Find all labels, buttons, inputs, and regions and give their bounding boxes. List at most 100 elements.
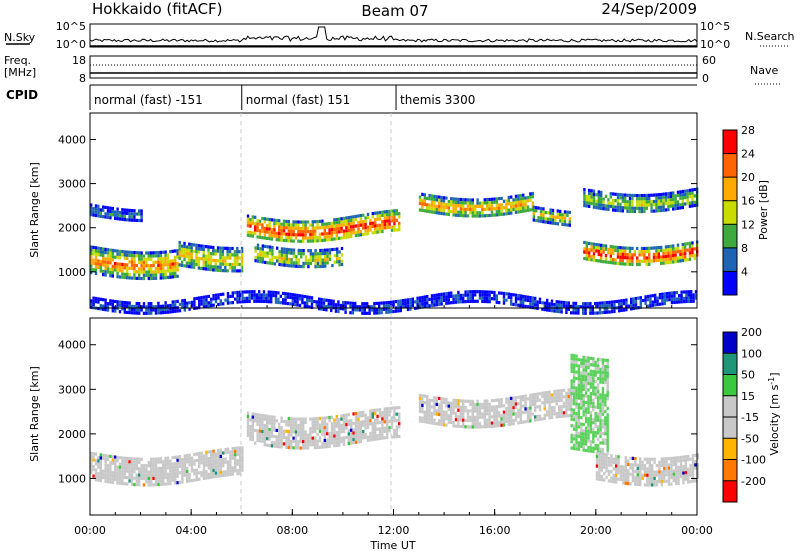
echo-cell bbox=[152, 460, 155, 464]
cpid-segment-label: normal (fast) -151 bbox=[94, 93, 203, 107]
echo-cell bbox=[166, 459, 170, 463]
echo-cell bbox=[447, 420, 450, 424]
echo-cell bbox=[684, 471, 687, 475]
echo-cell bbox=[290, 446, 293, 450]
echo-cell bbox=[654, 303, 657, 307]
echo-cell bbox=[398, 412, 401, 416]
echo-cell bbox=[435, 299, 438, 304]
echo-cell bbox=[624, 196, 627, 200]
echo-cell bbox=[483, 421, 486, 426]
echo-cell bbox=[366, 425, 370, 430]
echo-cell bbox=[123, 266, 126, 270]
echo-cell bbox=[598, 455, 601, 459]
echo-cell bbox=[186, 470, 189, 474]
echo-cell bbox=[587, 430, 590, 434]
echo-cell bbox=[261, 226, 264, 230]
echo-cell bbox=[376, 427, 379, 431]
echo-cell bbox=[433, 297, 436, 301]
echo-cell bbox=[264, 251, 267, 255]
echo-cell bbox=[639, 460, 642, 464]
echo-cell bbox=[310, 296, 314, 300]
echo-cell bbox=[99, 462, 102, 467]
echo-cell bbox=[128, 212, 131, 216]
echo-cell bbox=[224, 269, 227, 273]
echo-cell bbox=[254, 246, 257, 250]
echo-cell bbox=[381, 229, 384, 233]
echo-cell bbox=[374, 424, 377, 428]
echo-cell bbox=[694, 479, 697, 483]
echo-cell bbox=[130, 263, 134, 267]
echo-cell bbox=[577, 422, 581, 426]
echo-cell bbox=[303, 301, 306, 305]
echo-cell bbox=[370, 308, 374, 312]
echo-cell bbox=[94, 268, 98, 272]
echo-cell bbox=[390, 225, 394, 229]
echo-cell bbox=[301, 294, 304, 298]
echo-cell bbox=[97, 265, 100, 269]
echo-cell bbox=[580, 422, 583, 426]
echo-cell bbox=[226, 301, 230, 305]
echo-cell bbox=[464, 201, 467, 205]
time-axis-label: Time UT bbox=[369, 539, 415, 552]
echo-cell bbox=[653, 483, 656, 487]
echo-cell bbox=[541, 301, 544, 305]
echo-cell bbox=[147, 264, 150, 268]
echo-cell bbox=[386, 435, 389, 440]
echo-cell bbox=[240, 266, 244, 270]
echo-cell bbox=[217, 452, 220, 456]
echo-cell bbox=[150, 467, 153, 471]
echo-cell bbox=[440, 416, 443, 420]
echo-cell bbox=[686, 189, 689, 193]
echo-cell bbox=[381, 417, 384, 421]
echo-cell bbox=[452, 421, 455, 425]
echo-cell bbox=[643, 467, 647, 471]
echo-cell bbox=[352, 215, 355, 219]
echo-cell bbox=[613, 303, 616, 307]
echo-cell bbox=[594, 360, 597, 364]
echo-cell bbox=[428, 417, 431, 421]
echo-cell bbox=[609, 257, 612, 261]
echo-cell bbox=[94, 252, 98, 256]
echo-cell bbox=[290, 423, 293, 427]
echo-cell bbox=[330, 431, 334, 435]
echo-cell bbox=[423, 209, 426, 213]
echo-cell bbox=[104, 257, 107, 261]
echo-cell bbox=[304, 258, 308, 262]
echo-cell bbox=[672, 260, 675, 264]
echo-cell bbox=[560, 408, 563, 412]
echo-cell bbox=[676, 250, 680, 254]
echo-cell bbox=[94, 207, 98, 211]
echo-cell bbox=[607, 479, 611, 483]
echo-cell bbox=[162, 463, 165, 467]
echo-cell bbox=[359, 220, 362, 224]
echo-cell bbox=[622, 465, 625, 469]
echo-cell bbox=[383, 213, 386, 217]
echo-cell bbox=[169, 478, 172, 482]
echo-cell bbox=[567, 388, 570, 392]
echo-cell bbox=[676, 200, 680, 204]
echo-cell bbox=[316, 417, 319, 421]
echo-cell bbox=[589, 417, 593, 421]
echo-cell bbox=[691, 194, 694, 198]
echo-cell bbox=[114, 216, 117, 220]
echo-cell bbox=[474, 403, 477, 407]
echo-cell bbox=[636, 194, 639, 198]
echo-cell bbox=[589, 302, 592, 306]
echo-cell bbox=[294, 427, 298, 431]
echo-cell bbox=[299, 417, 302, 421]
echo-cell bbox=[438, 201, 441, 206]
echo-cell bbox=[614, 248, 617, 252]
echo-cell bbox=[471, 290, 474, 294]
echo-cell bbox=[328, 228, 331, 232]
echo-cell bbox=[483, 399, 486, 403]
echo-cell bbox=[159, 254, 162, 258]
echo-cell bbox=[140, 209, 143, 213]
echo-cell bbox=[397, 299, 400, 303]
echo-cell bbox=[277, 300, 280, 305]
echo-cell bbox=[544, 217, 547, 221]
echo-cell bbox=[214, 249, 217, 253]
cpid-label: CPID bbox=[6, 88, 38, 102]
echo-cell bbox=[529, 403, 532, 407]
echo-cell bbox=[369, 419, 372, 423]
echo-cell bbox=[592, 430, 595, 434]
